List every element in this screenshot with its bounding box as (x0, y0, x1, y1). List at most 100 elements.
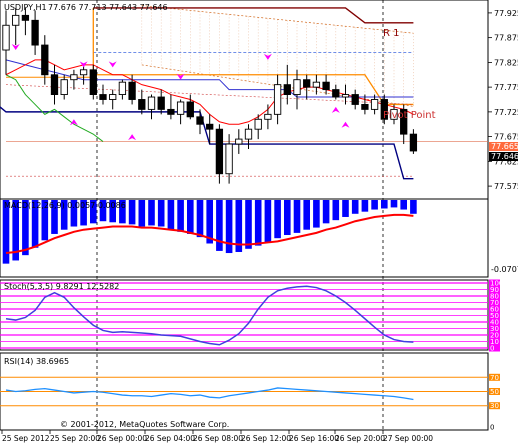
stoch-tick-badge (489, 305, 500, 313)
candle-body (264, 113, 272, 120)
stoch-tick-badge (489, 292, 500, 300)
r1-label: R 1 (383, 28, 400, 39)
macd-histogram-bar (313, 200, 320, 228)
macd-histogram-bar (119, 200, 126, 224)
macd-histogram-bar (381, 200, 388, 209)
fractal-arrow (69, 119, 78, 126)
fractal-arrow (176, 73, 185, 80)
candle-body (225, 143, 233, 175)
macd-histogram-bar (264, 200, 272, 243)
stoch-tick-label: 90 (490, 286, 499, 294)
macd-histogram-bar (31, 200, 39, 248)
macd-histogram-bar (138, 200, 146, 227)
rsi-line (5, 387, 414, 401)
candle-body (293, 79, 301, 96)
rsi-tick-label: 30 (490, 402, 499, 410)
candle-body (196, 116, 204, 125)
candle-body (332, 89, 340, 98)
stoch-tick-badge (489, 331, 500, 339)
copyright-watermark: © 2001-2012, MetaQuotes Software Corp. (60, 420, 229, 429)
candle-body (322, 81, 330, 91)
candle-body (186, 101, 194, 118)
candle-body (254, 118, 262, 130)
macd-histogram-bar (390, 200, 398, 208)
rsi-tick-badge (489, 388, 500, 395)
candle-body (235, 138, 243, 145)
price-tick-label: 77.675 (494, 133, 518, 142)
time-tick-label: 26 Sep 08:00 (193, 434, 243, 443)
level-badge-text: 77.665 (491, 142, 518, 151)
macd-histogram-bar (235, 200, 243, 252)
macd-histogram-bar (157, 200, 165, 227)
price-tick-label: 77.625 (494, 157, 518, 166)
time-tick-label: 26 Sep 00:00 (97, 434, 147, 443)
macd-histogram-bar (60, 200, 68, 230)
stoch-tick-badge (489, 299, 500, 306)
stoch-tick-badge (489, 286, 500, 293)
price-tick-label: 77.725 (494, 108, 518, 117)
macd-signal-line (5, 213, 414, 255)
macd-histogram-bar (128, 200, 136, 225)
stoch-pane (0, 282, 488, 349)
macd-histogram-bar (371, 200, 378, 210)
time-tick-label: 25 Sep 20:00 (50, 434, 100, 443)
stoch-tick-label: 60 (490, 306, 499, 314)
macd-histogram-bar (322, 200, 330, 224)
candle-body (215, 128, 224, 175)
candle-body (41, 44, 49, 76)
stoch-tick-badge (489, 318, 500, 326)
stoch-tick-label: 50 (490, 312, 499, 320)
candle-body (147, 96, 156, 110)
stoch-tick-label: 20 (490, 332, 499, 340)
stoch-tick-label: 0 (490, 345, 494, 353)
stoch-tick-badge (489, 312, 500, 319)
macd-histogram-bar (22, 200, 29, 256)
candle-body (370, 99, 379, 110)
chart-symbol-title: USDJPY,H1 (4, 3, 47, 12)
macd-pane (2, 200, 417, 264)
candle-body (31, 19, 39, 46)
pivot-point-label: Pivot Point (383, 110, 436, 121)
stoch-main-line (5, 285, 414, 346)
candle-body (138, 99, 146, 110)
candle-body (167, 108, 175, 115)
time-tick-label: 25 Sep 2012 (2, 434, 50, 443)
macd-histogram-bar (351, 200, 359, 214)
macd-tick-label: -0.0707 (491, 265, 518, 274)
price-tick-label: 77.775 (494, 83, 518, 92)
candle-body (206, 123, 214, 130)
candle-body (400, 108, 408, 135)
candle-body (409, 133, 418, 152)
macd-histogram-bar (90, 200, 97, 224)
macd-histogram-bar (361, 200, 369, 212)
macd-histogram-bar (80, 200, 87, 226)
time-tick-label: 26 Sep 16:00 (289, 434, 339, 443)
candle-body (60, 79, 68, 96)
candle-body (283, 84, 291, 96)
candle-body (89, 69, 97, 96)
kijun-line (0, 106, 414, 180)
stoch-header: Stoch(5,3,5) 9.8291 12.5282 (4, 282, 119, 291)
rsi-pane (0, 376, 488, 407)
stoch-tick-badge (489, 279, 500, 287)
macd-histogram-bar (109, 200, 116, 223)
candle-body (303, 79, 311, 88)
macd-histogram-bar (2, 200, 10, 264)
candle-body (390, 108, 398, 120)
macd-histogram-bar (196, 200, 204, 238)
candle-body (361, 103, 369, 110)
candle-body (118, 81, 127, 96)
macd-histogram-bar (51, 200, 58, 234)
candle-body (2, 24, 10, 51)
candle-body (351, 94, 359, 105)
macd-histogram-bar (274, 200, 281, 239)
macd-histogram-bar (303, 200, 310, 230)
fractal-arrow (11, 44, 20, 51)
time-tick-label: 26 Sep 20:00 (335, 434, 385, 443)
stoch-tick-badge (489, 344, 500, 352)
price-tick-label: 77.925 (494, 9, 518, 18)
macd-histogram-bar (332, 200, 340, 221)
macd-histogram-bar (187, 200, 194, 234)
